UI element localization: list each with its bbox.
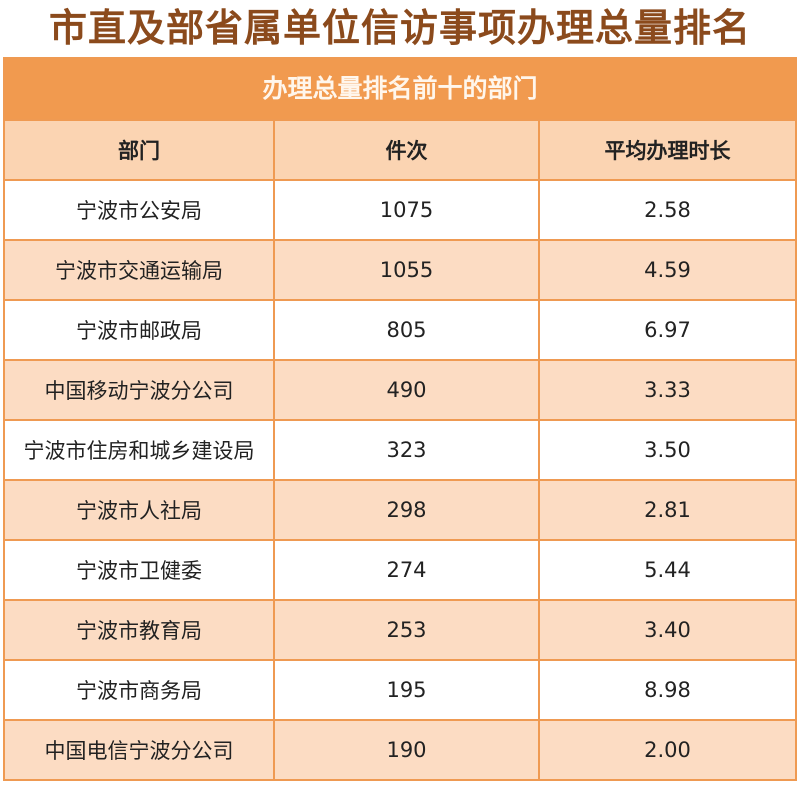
- ranking-table: 办理总量排名前十的部门 部门 件次 平均办理时长 宁波市公安局 1075 2.58 宁…: [3, 57, 797, 781]
- column-header-count: 件次: [273, 121, 538, 179]
- count-cell: 490: [273, 361, 538, 419]
- page-title: 市直及部省属单位信访事项办理总量排名: [48, 6, 751, 50]
- table-row: 中国移动宁波分公司 490 3.33: [5, 359, 795, 419]
- avg-duration-cell: 3.33: [538, 361, 795, 419]
- avg-duration-cell: 5.44: [538, 541, 795, 599]
- department-cell: 宁波市卫健委: [76, 559, 202, 583]
- department-cell: 宁波市人社局: [76, 499, 202, 523]
- department-cell: 宁波市住房和城乡建设局: [23, 439, 255, 463]
- avg-duration-cell: 8.98: [538, 661, 795, 719]
- count-cell: 195: [273, 661, 538, 719]
- table-row: 宁波市教育局 253 3.40: [5, 599, 795, 659]
- count-cell: 1075: [273, 181, 538, 239]
- table-row: 宁波市邮政局 805 6.97: [5, 299, 795, 359]
- table-row: 宁波市住房和城乡建设局 323 3.50: [5, 419, 795, 479]
- table-row: 宁波市人社局 298 2.81: [5, 479, 795, 539]
- department-cell: 宁波市交通运输局: [55, 259, 223, 283]
- table-row: 宁波市商务局 195 8.98: [5, 659, 795, 719]
- avg-duration-cell: 4.59: [538, 241, 795, 299]
- avg-duration-cell: 6.97: [538, 301, 795, 359]
- count-cell: 323: [273, 421, 538, 479]
- table-row: 中国电信宁波分公司 190 2.00: [5, 719, 795, 779]
- department-cell: 中国电信宁波分公司: [44, 739, 234, 763]
- department-cell: 宁波市邮政局: [76, 319, 202, 343]
- table-row: 宁波市卫健委 274 5.44: [5, 539, 795, 599]
- avg-duration-cell: 3.40: [538, 601, 795, 659]
- count-cell: 1055: [273, 241, 538, 299]
- avg-duration-cell: 2.58: [538, 181, 795, 239]
- count-cell: 298: [273, 481, 538, 539]
- department-cell: 宁波市公安局: [76, 199, 202, 223]
- table-title: 办理总量排名前十的部门: [5, 59, 795, 119]
- table-row: 宁波市交通运输局 1055 4.59: [5, 239, 795, 299]
- table-header-row: 部门 件次 平均办理时长: [5, 119, 795, 179]
- department-cell: 宁波市教育局: [76, 619, 202, 643]
- column-header-avg-duration: 平均办理时长: [538, 121, 795, 179]
- avg-duration-cell: 2.00: [538, 721, 795, 779]
- table-row: 宁波市公安局 1075 2.58: [5, 179, 795, 239]
- avg-duration-cell: 2.81: [538, 481, 795, 539]
- department-cell: 中国移动宁波分公司: [44, 379, 234, 403]
- department-cell: 宁波市商务局: [76, 679, 202, 703]
- avg-duration-cell: 3.50: [538, 421, 795, 479]
- count-cell: 253: [273, 601, 538, 659]
- count-cell: 805: [273, 301, 538, 359]
- count-cell: 274: [273, 541, 538, 599]
- count-cell: 190: [273, 721, 538, 779]
- column-header-department: 部门: [118, 139, 160, 163]
